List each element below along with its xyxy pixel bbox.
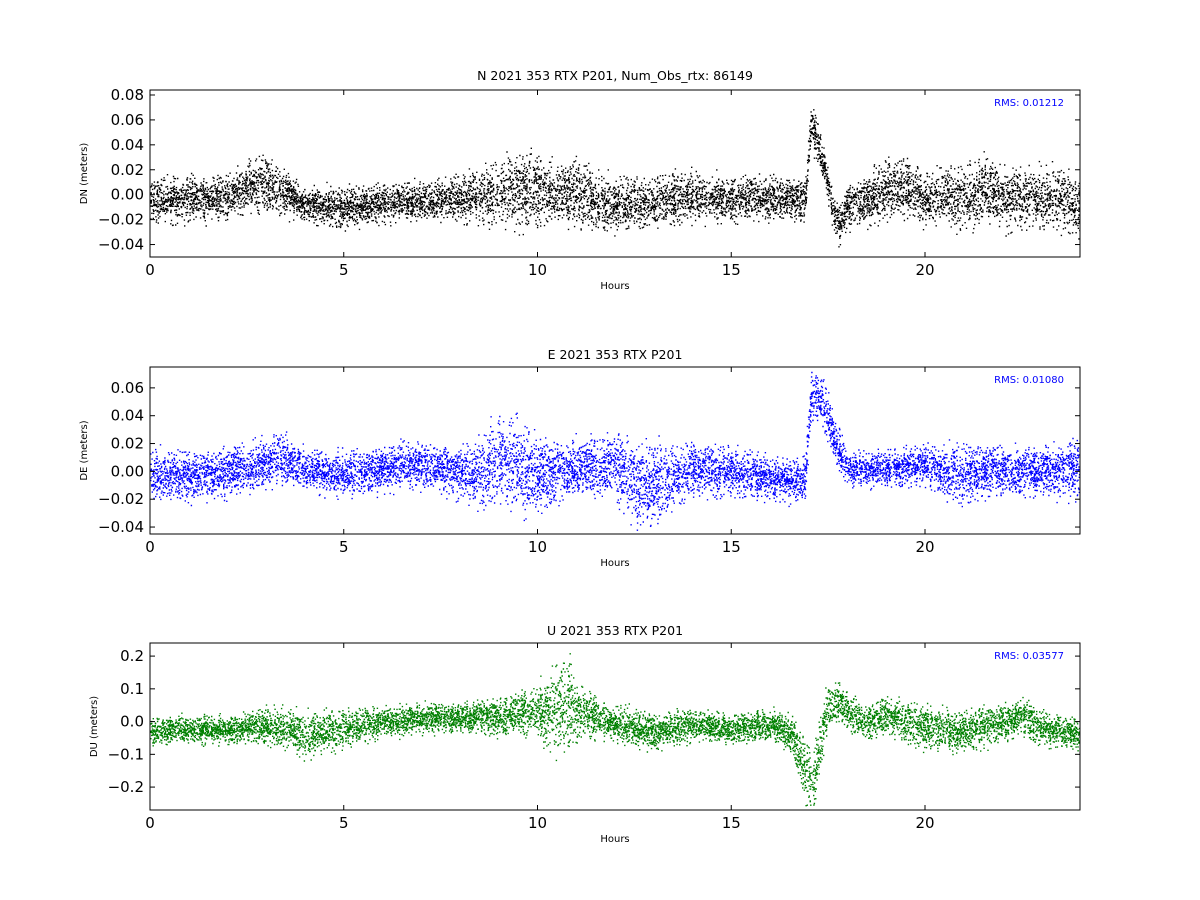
y-axis-label: DE (meters): [79, 420, 90, 480]
panel-north: N 2021 353 RTX P201, Num_Obs_rtx: 86149 …: [79, 68, 1081, 292]
plot-frame: [149, 642, 1081, 811]
y-tick-label: −0.2: [108, 778, 144, 796]
plot-frame: [149, 89, 1081, 258]
y-tick-label: 0.2: [120, 647, 144, 665]
y-tick-label: 0.0: [120, 713, 144, 731]
y-axis-label: DN (meters): [79, 143, 90, 205]
y-tick-label: 0.04: [111, 407, 144, 425]
y-axis-label: DU (meters): [89, 696, 100, 757]
y-tick-label: 0.08: [111, 86, 144, 104]
y-axis-ticks: 0.2 0.1 0.0 −0.1 −0.2: [108, 647, 1080, 796]
panel-east: E 2021 353 RTX P201 0 5 10 15 20 0.060.040.0…: [79, 347, 1081, 569]
x-tick-label: 0: [145, 261, 155, 279]
rms-annotation: RMS: 0.01212: [994, 98, 1064, 109]
x-tick-label: 10: [528, 538, 547, 556]
x-tick-label: 15: [722, 814, 741, 832]
x-axis-ticks: 0 5 10 15 20: [145, 643, 935, 832]
y-tick-label: 0.06: [111, 111, 144, 129]
y-axis-ticks: 0.06 0.04 0.02 0.00 −0.02 −0.04: [98, 379, 1080, 536]
x-tick-label: 20: [915, 261, 934, 279]
rms-annotation: RMS: 0.01080: [994, 375, 1064, 386]
plot-frame: [149, 366, 1081, 535]
y-tick-label: −0.02: [98, 490, 144, 508]
x-axis-ticks: 0 5 10 15 20: [145, 90, 935, 279]
x-tick-label: 5: [339, 538, 349, 556]
y-tick-label: 0.02: [111, 435, 144, 453]
y-tick-label: 0.02: [111, 161, 144, 179]
x-axis-label: Hours: [600, 281, 629, 292]
y-tick-label: −0.04: [98, 236, 144, 254]
y-tick-label: 0.04: [111, 136, 144, 154]
y-tick-label: 0.00: [111, 186, 144, 204]
x-tick-label: 10: [528, 261, 547, 279]
x-tick-label: 0: [145, 538, 155, 556]
x-tick-label: 20: [915, 538, 934, 556]
y-tick-label: −0.1: [108, 745, 144, 763]
chart-title: E 2021 353 RTX P201: [548, 347, 683, 362]
y-tick-label: 0.06: [111, 379, 144, 397]
x-tick-label: 15: [722, 261, 741, 279]
panel-up: U 2021 353 RTX P201 0 5 10 15 20 0.2 0.1 0.0 −0…: [89, 623, 1081, 845]
y-tick-label: 0.00: [111, 462, 144, 480]
x-tick-label: 20: [915, 814, 934, 832]
x-tick-label: 10: [528, 814, 547, 832]
data-points: [150, 653, 1080, 807]
x-tick-label: 0: [145, 814, 155, 832]
x-axis-label: Hours: [600, 558, 629, 569]
y-tick-label: 0.1: [120, 680, 144, 698]
chart-title: U 2021 353 RTX P201: [547, 623, 683, 638]
x-tick-label: 5: [339, 261, 349, 279]
x-tick-label: 5: [339, 814, 349, 832]
x-tick-label: 15: [722, 538, 741, 556]
y-axis-ticks: 0.08 0.06 0.04 0.02 0.00 −0.02 −0.04: [98, 86, 1080, 254]
chart-title: N 2021 353 RTX P201, Num_Obs_rtx: 86149: [477, 68, 753, 83]
point-cloud: [150, 653, 1080, 807]
x-axis-label: Hours: [600, 834, 629, 845]
y-tick-label: −0.02: [98, 211, 144, 229]
x-axis-ticks: 0 5 10 15 20: [145, 367, 935, 556]
y-tick-label: −0.04: [98, 518, 144, 536]
rms-annotation: RMS: 0.03577: [994, 651, 1064, 662]
